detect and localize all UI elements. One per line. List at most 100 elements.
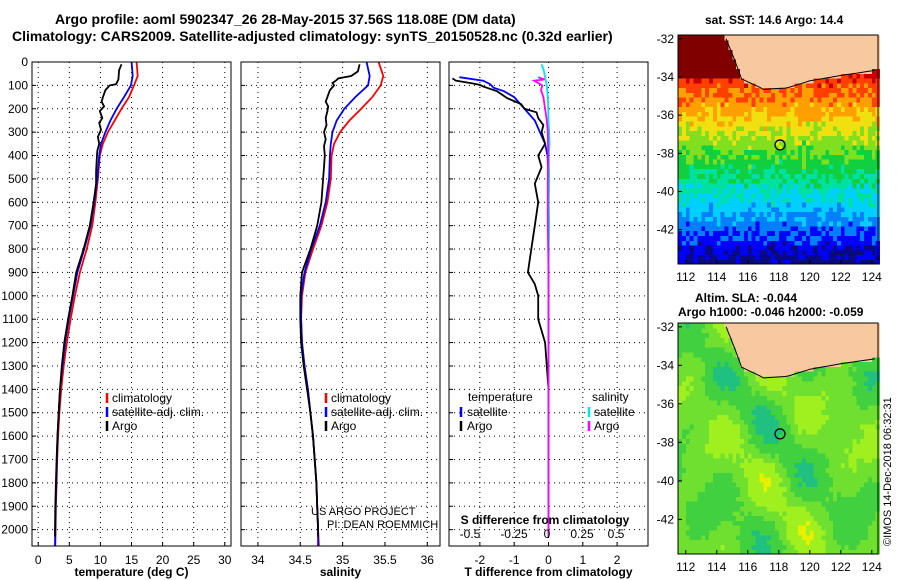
sst-map-cell (844, 49, 850, 55)
sst-map-cell (712, 54, 718, 60)
sst-map-cell (747, 163, 753, 170)
sla-map-cell (763, 491, 768, 497)
sst-map-cell (778, 206, 784, 213)
sla-map-cell (817, 404, 822, 411)
sst-map-cell (771, 235, 776, 241)
sla-map-cell (681, 481, 687, 488)
sst-map-cell (709, 82, 714, 89)
sla-map-cell (805, 486, 811, 492)
sst-map-cell (825, 135, 830, 141)
sla-map-cell (836, 409, 842, 415)
sla-map-cell (790, 380, 795, 387)
sla-map-cell (712, 462, 718, 468)
sla-map-cell (751, 452, 757, 459)
sst-map-cell (732, 125, 737, 131)
sst-map-cell (705, 63, 710, 69)
sst-map-cell (852, 173, 857, 179)
sst-map-cell (821, 159, 826, 165)
sst-map-cell (871, 111, 877, 117)
sst-map-cell (732, 135, 737, 141)
sst-map-cell (720, 173, 726, 179)
sla-map-cell (755, 409, 760, 415)
sst-map-cell (747, 111, 753, 117)
sst-map-cell (771, 68, 776, 74)
sst-map-cell (829, 225, 834, 232)
sla-map-cell (743, 438, 749, 444)
sst-map-cell (871, 135, 877, 141)
sst-map-ytick-label-1: -34 (657, 70, 675, 84)
sst-map-cell (705, 44, 710, 50)
sla-map-cell (829, 424, 834, 430)
sst-map-cell (786, 68, 791, 74)
sst-map-cell (833, 49, 838, 55)
sst-map-cell (740, 87, 745, 93)
sla-map-cell (798, 501, 803, 507)
sla-map-cell (821, 323, 826, 329)
sst-map-cell (786, 144, 791, 151)
sst-map-cell (786, 244, 791, 251)
sla-map-cell (771, 395, 776, 401)
sst-map-cell (825, 197, 830, 203)
sla-map-cell (728, 477, 733, 483)
sst-map-cell (817, 221, 822, 227)
sla-map-cell (848, 491, 853, 497)
sst-map-cell (740, 125, 745, 131)
sla-map-cell (794, 539, 799, 545)
sst-map-cell (833, 111, 838, 117)
sla-map-cell (836, 356, 842, 363)
sst-map-cell (759, 230, 764, 236)
sla-map-cell (755, 428, 760, 435)
sst-map-cell (844, 249, 850, 256)
sst-map-cell (705, 111, 710, 117)
sla-map-cell (798, 332, 803, 338)
sst-map-cell (693, 125, 698, 131)
sla-map-cell (732, 332, 737, 338)
sla-map-cell (778, 486, 784, 492)
sst-map-cell (798, 178, 803, 184)
sla-map-cell (705, 380, 710, 387)
sst-map-cell (771, 187, 776, 194)
sla-map-cell (844, 337, 850, 343)
sla-map-cell (786, 452, 791, 459)
sla-map-cell (782, 515, 788, 521)
sst-map-cell (836, 106, 842, 112)
sst-map-cell (856, 249, 861, 256)
sla-map-cell (786, 477, 791, 483)
sla-map-cell (833, 481, 838, 488)
sst-map-cell (786, 35, 791, 41)
sst-map-cell (848, 259, 853, 265)
sla-map-cell (763, 438, 768, 444)
sla-map-cell (755, 534, 760, 541)
sst-map-cell (848, 206, 853, 213)
sla-map-cell (763, 477, 768, 483)
sst-map-cell (840, 254, 846, 260)
sla-map-cell (844, 327, 850, 334)
sla-map-cell (689, 356, 695, 363)
sla-map-cell (720, 525, 726, 531)
sst-map-cell (716, 154, 722, 160)
sla-map-cell (747, 525, 753, 531)
sst-map-cell (856, 106, 861, 112)
sla-map-cell (786, 467, 791, 473)
sst-map-cell (681, 49, 687, 55)
sla-map-cell (809, 438, 815, 444)
sla-map-cell (728, 337, 733, 343)
sla-map-cell (763, 347, 768, 353)
sst-map-cell (802, 159, 807, 165)
sst-map-cell (705, 77, 710, 84)
sla-map-cell (840, 496, 846, 502)
sla-map-cell (681, 525, 687, 531)
sst-map-cell (716, 168, 722, 174)
sst-map-cell (693, 182, 698, 189)
sla-map-cell (728, 380, 733, 387)
sla-map-cell (689, 400, 695, 406)
sla-map-cell (778, 544, 784, 550)
sla-map-cell (836, 452, 842, 459)
sla-map-cell (728, 549, 733, 555)
sst-map-cell (856, 135, 861, 141)
sst-map-cell (774, 54, 780, 60)
sla-map-cell (809, 390, 815, 396)
sst-map-cell (685, 44, 691, 50)
sla-map-cell (724, 477, 729, 483)
sst-map-cell (712, 216, 718, 222)
